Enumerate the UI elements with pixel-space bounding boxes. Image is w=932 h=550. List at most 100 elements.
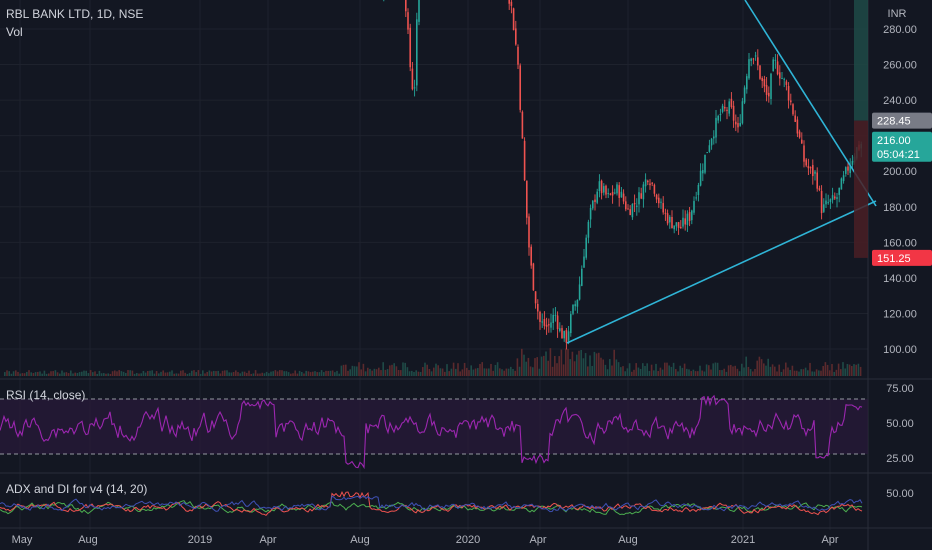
- volume-bar: [426, 364, 428, 376]
- volume-bar: [254, 370, 257, 376]
- adx-label[interactable]: ADX and DI for v4 (14, 20): [6, 482, 148, 496]
- candle-body: [794, 115, 796, 122]
- volume-bar: [813, 371, 816, 376]
- volume-bar: [424, 362, 426, 376]
- volume-bar: [274, 370, 277, 376]
- volume-bar: [560, 349, 563, 376]
- volume-bar: [754, 368, 756, 376]
- candle-body: [829, 199, 832, 202]
- volume-bar: [842, 362, 844, 376]
- volume-bar: [400, 370, 402, 376]
- candle-body: [717, 115, 719, 121]
- volume-bar: [323, 372, 325, 376]
- volume-bar: [837, 363, 840, 376]
- volume-bar: [259, 373, 261, 376]
- volume-bar: [543, 355, 545, 376]
- last-price-tag-countdown: 05:04:21: [877, 149, 920, 161]
- volume-bar: [822, 365, 824, 376]
- candle-body: [528, 216, 530, 248]
- volume-bar: [655, 363, 657, 376]
- volume-bar: [534, 358, 536, 376]
- volume-bar: [725, 371, 728, 376]
- rsi-tick-label: 50.00: [886, 418, 914, 430]
- volume-bar: [197, 370, 200, 376]
- volume-bar: [204, 373, 206, 376]
- volume-bar: [760, 359, 763, 376]
- candle-body: [838, 187, 840, 195]
- volume-bar: [734, 365, 736, 376]
- candle-body: [801, 139, 803, 144]
- volume-bar: [532, 367, 534, 376]
- candle-body: [688, 212, 691, 221]
- volume-bar: [422, 367, 424, 376]
- candle-body: [763, 78, 766, 87]
- volume-bar: [235, 370, 237, 376]
- volume-bar: [131, 370, 134, 376]
- candle-body: [587, 221, 590, 238]
- volume-bar: [28, 370, 30, 376]
- candle-body: [702, 170, 704, 174]
- volume-bar: [221, 370, 224, 376]
- candle-body: [636, 205, 638, 207]
- candle-body: [851, 161, 854, 165]
- volume-bar: [452, 362, 455, 376]
- volume-bar: [411, 370, 413, 376]
- adx-pane: [0, 491, 863, 517]
- volume-bar: [26, 371, 28, 376]
- candle-body: [807, 165, 810, 169]
- volume-bar: [127, 370, 129, 376]
- volume-bar: [230, 372, 233, 376]
- volume-label[interactable]: Vol: [6, 25, 23, 39]
- volume-bar: [4, 372, 6, 376]
- time-tick-label: Aug: [618, 534, 638, 546]
- candle-body: [644, 179, 647, 187]
- volume-bar: [831, 364, 833, 376]
- volume-bar: [188, 372, 191, 376]
- volume-bar: [648, 370, 651, 376]
- volume-bar: [169, 371, 171, 376]
- volume-bar: [389, 365, 391, 376]
- candle-body: [713, 136, 715, 139]
- volume-bar: [593, 351, 596, 376]
- volume-bar: [600, 357, 602, 376]
- volume-bar: [622, 366, 624, 376]
- volume-bar: [666, 362, 668, 376]
- volume-bar: [730, 364, 732, 376]
- candle-body: [845, 167, 847, 174]
- volume-bar: [727, 365, 730, 376]
- candle-body: [699, 170, 702, 186]
- volume-bar: [279, 370, 281, 376]
- volume-bar: [21, 373, 24, 376]
- volume-bar: [149, 370, 151, 376]
- volume-bar: [859, 366, 862, 376]
- volume-bar: [628, 363, 631, 376]
- rsi-label[interactable]: RSI (14, close): [6, 388, 86, 402]
- volume-bar: [307, 371, 310, 376]
- candle-body: [754, 55, 757, 57]
- candle-body: [574, 304, 576, 307]
- volume-bar: [582, 358, 585, 376]
- candle-body: [508, 0, 510, 4]
- volume-bar: [516, 358, 519, 376]
- volume-bar: [474, 368, 477, 376]
- volume-bar: [824, 362, 827, 376]
- volume-bar: [569, 359, 571, 376]
- candle-body: [693, 201, 695, 213]
- volume-bar: [362, 363, 365, 376]
- volume-bar: [589, 355, 591, 376]
- volume-bar: [796, 370, 798, 376]
- volume-bar: [540, 356, 543, 376]
- candle-body: [594, 199, 596, 202]
- volume-bar: [818, 370, 820, 376]
- symbol-title[interactable]: RBL BANK LTD, 1D, NSE: [6, 7, 144, 21]
- volume-bar: [455, 368, 457, 376]
- volume-bar: [320, 370, 323, 376]
- volume-bar: [615, 359, 618, 376]
- volume-bar: [109, 373, 112, 376]
- volume-bar: [463, 362, 466, 376]
- candle-body: [812, 165, 814, 177]
- candle-body: [585, 237, 587, 258]
- volume-bar: [39, 371, 41, 376]
- candle-body: [682, 217, 684, 227]
